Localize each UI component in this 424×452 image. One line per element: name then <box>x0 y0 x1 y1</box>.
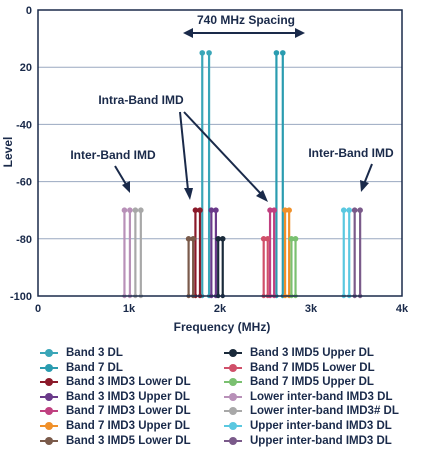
stem-marker <box>197 207 203 213</box>
legend-symbol <box>224 421 242 431</box>
stem-marker <box>260 236 267 242</box>
inter-band-right-arrow <box>360 163 373 192</box>
stem-marker <box>215 236 221 242</box>
legend-label: Band 3 IMD3 Upper DL <box>66 390 190 403</box>
legend-symbol <box>40 436 58 446</box>
stem-marker <box>208 207 215 213</box>
y-tick-label: -40 <box>16 119 32 131</box>
legend-label: Band 7 IMD3 Upper DL <box>66 420 190 432</box>
legend-label: Band 3 IMD5 Lower DL <box>66 434 191 447</box>
x-tick-label: 1k <box>123 303 136 315</box>
stem-marker <box>190 236 196 242</box>
legend-symbol <box>224 377 242 387</box>
stem-marker <box>199 50 206 56</box>
intra-band-arrows <box>179 111 268 202</box>
legend-label: Upper inter-band IMD3 DL <box>250 434 392 447</box>
x-tick-label: 3k <box>305 303 318 315</box>
stem-marker <box>273 50 280 56</box>
legend-label: Band 7 IMD5 Upper DL <box>250 376 374 389</box>
stem-marker <box>213 207 219 213</box>
legend-label: Band 3 DL <box>66 347 123 359</box>
annotation-inter-band-right: Inter-Band IMD <box>308 146 394 160</box>
axes <box>37 9 403 297</box>
stem-marker <box>271 207 277 213</box>
stem-marker <box>279 50 286 56</box>
y-tick-label: 20 <box>20 62 32 74</box>
legend-label: Band 7 DL <box>66 361 123 374</box>
stem-marker <box>357 207 363 213</box>
stem-marker <box>292 236 299 242</box>
legend-label: Lower inter-band IMD3 DL <box>250 390 393 403</box>
inter-band-left-arrow <box>114 165 130 193</box>
annotation-inter-band-left: Inter-Band IMD <box>70 148 156 162</box>
legend-label: Band 3 IMD3 Lower DL <box>66 376 191 389</box>
legend-symbol <box>40 363 58 373</box>
legend-symbol <box>40 348 58 358</box>
x-tick-label: 4k <box>396 303 409 315</box>
legend-label: Band 3 IMD5 Upper DL <box>250 347 374 359</box>
legend-symbol <box>224 392 242 402</box>
annotation-spacing: 740 MHz Spacing <box>197 13 295 27</box>
legend-symbol <box>40 377 58 387</box>
y-tick-label: -60 <box>16 177 32 189</box>
y-tick-label: 0 <box>26 5 32 17</box>
x-tick-label: 2k <box>214 303 227 315</box>
stem-marker <box>264 236 271 242</box>
stem-marker <box>132 207 139 213</box>
legend-symbol <box>40 406 58 416</box>
stem-marker <box>219 236 226 242</box>
x-tick-label: 0 <box>35 303 41 315</box>
legend-label: Lower inter-band IMD3# DL <box>250 405 399 418</box>
annotation-intra-band: Intra-Band IMD <box>98 93 184 107</box>
plot-frame <box>37 9 403 297</box>
stem-marker <box>138 207 144 213</box>
legend-label: Band 7 IMD5 Lower DL <box>250 361 375 374</box>
stem-marker <box>127 207 133 213</box>
stem-marker <box>282 207 288 213</box>
stem-marker <box>267 207 273 213</box>
y-tick-label: -80 <box>16 234 32 246</box>
x-axis-title: Frequency (MHz) <box>174 320 271 334</box>
stem-marker <box>340 207 347 213</box>
legend-symbol <box>224 348 242 358</box>
y-tick-label: -100 <box>10 291 32 303</box>
legend-symbol <box>224 436 242 446</box>
stem-marker <box>288 236 295 242</box>
stem-marker <box>185 236 192 242</box>
spacing-arrow <box>183 28 305 38</box>
legend-symbol <box>40 421 58 431</box>
stem-marker <box>206 50 212 56</box>
stem-marker <box>351 207 358 213</box>
stem-marker <box>121 207 128 213</box>
legend-symbol <box>224 363 242 373</box>
legend-symbol <box>224 406 242 416</box>
stem-marker <box>346 207 353 213</box>
y-axis-title: Level <box>1 137 15 168</box>
legend: Band 3 DL Band 7 DL Band 3 IMD3 Lower DL Ba… <box>0 344 424 452</box>
stem-series <box>121 50 363 299</box>
legend-label: Upper inter-band IMD3 DL <box>250 420 392 432</box>
legend-label: Band 7 IMD3 Lower DL <box>66 405 191 418</box>
stem-marker <box>286 207 292 213</box>
stem-marker <box>192 207 199 213</box>
legend-symbol <box>40 392 58 402</box>
